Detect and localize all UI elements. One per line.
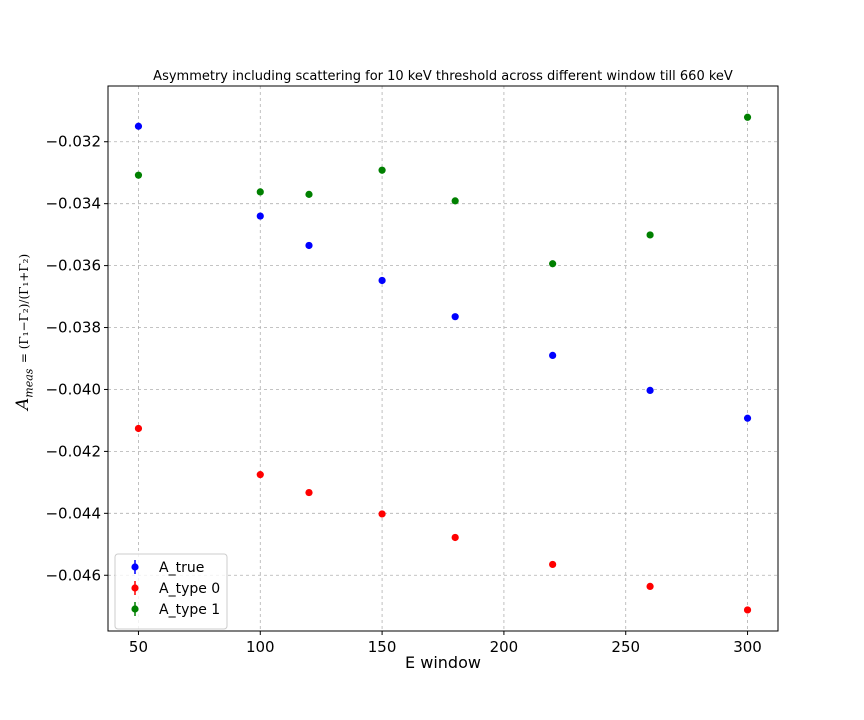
data-point-series-0 [305, 241, 313, 250]
legend-entry: A_type 1 [159, 602, 220, 618]
y-axis-label: Ameas = (Γ₁−Γ₂)/(Γ₁+Γ₂) [13, 254, 35, 410]
data-point-series-1 [549, 560, 557, 569]
data-point-series-0 [743, 414, 752, 422]
grid [108, 86, 778, 631]
y-tick-label: −0.040 [45, 380, 101, 398]
y-tick-label: −0.042 [45, 442, 101, 460]
data-point-series-2 [305, 190, 313, 198]
y-tick-label: −0.034 [45, 195, 101, 213]
data-points [134, 113, 752, 614]
x-tick-label: 250 [611, 638, 640, 656]
data-point-series-1 [378, 510, 386, 518]
data-point-series-2 [256, 188, 264, 196]
y-tick-label: −0.046 [45, 566, 101, 584]
y-axis-label-sub: meas [22, 368, 36, 398]
data-point-series-1 [256, 471, 264, 479]
data-point-series-0 [646, 386, 654, 394]
data-point-series-0 [549, 351, 557, 360]
x-tick-label: 150 [368, 638, 397, 656]
data-point-series-1 [743, 606, 752, 614]
axis-ticks: 50 100 150 200 250 300 −0.046 −0.044 −0.042 −0.04… [45, 133, 761, 656]
y-tick-label: −0.044 [45, 504, 101, 522]
data-point-series-2 [646, 231, 654, 239]
data-point-series-1 [305, 488, 313, 497]
legend-box [114, 553, 228, 630]
x-tick-label: 300 [733, 638, 762, 656]
y-tick-label: −0.038 [45, 319, 101, 337]
data-point-series-1 [451, 533, 459, 542]
data-point-series-0 [378, 276, 386, 285]
data-point-series-1 [646, 582, 654, 591]
legend-marker [131, 605, 139, 613]
legend-entry: A_type 0 [159, 581, 220, 597]
data-point-series-1 [134, 424, 143, 433]
data-point-series-2 [451, 197, 459, 205]
data-point-series-0 [256, 212, 264, 220]
y-tick-label: −0.032 [45, 133, 101, 151]
data-point-series-2 [549, 260, 557, 268]
data-point-series-0 [451, 313, 459, 321]
plot-frame [107, 85, 779, 632]
data-point-series-0 [134, 122, 143, 130]
x-axis-label: E window [405, 653, 481, 672]
y-axis-label-eq: = (Γ₁−Γ₂)/(Γ₁+Γ₂) [17, 253, 31, 364]
y-tick-label: −0.036 [45, 257, 101, 275]
data-point-series-2 [378, 166, 386, 174]
y-axis-label-main: A [13, 397, 33, 410]
legend: A_true A_type 0 A_type 1 [114, 553, 228, 630]
data-point-series-2 [134, 171, 143, 179]
x-tick-label: 100 [246, 638, 275, 656]
x-tick-label: 50 [129, 638, 148, 656]
x-tick-label: 200 [490, 638, 519, 656]
legend-marker [131, 584, 139, 592]
legend-entry: A_true [159, 560, 204, 576]
chart-title: Asymmetry including scattering for 10 ke… [153, 69, 733, 84]
legend-marker [131, 563, 139, 571]
data-point-series-2 [743, 113, 752, 121]
